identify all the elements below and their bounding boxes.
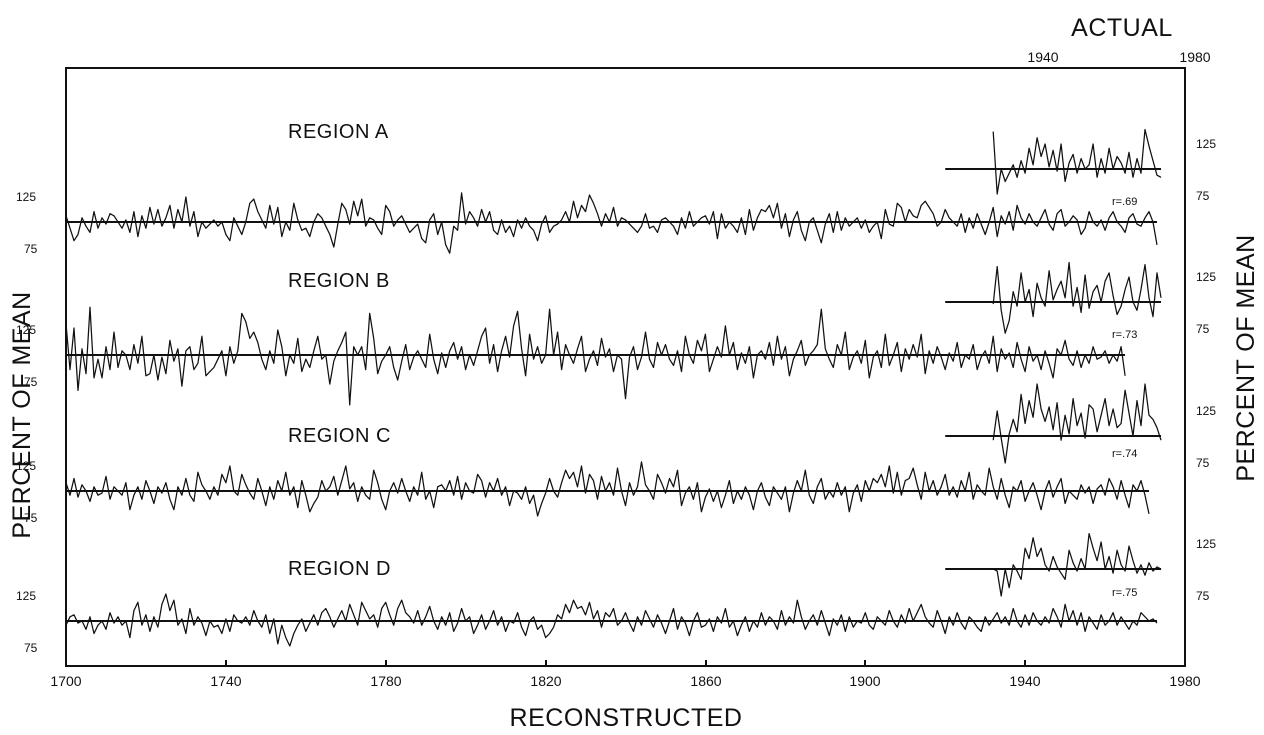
top-x-tick-label: 1980 [1179, 49, 1210, 65]
region-panel: REGION C 125 75 125 75 r=.74 [16, 383, 1216, 525]
x-tick: 1780 [370, 660, 402, 689]
right-y-tick-label: 125 [1196, 537, 1216, 551]
right-y-tick-label: 75 [1196, 189, 1210, 203]
x-axis-title: RECONSTRUCTED [510, 704, 743, 732]
right-y-tick-label: 125 [1196, 270, 1216, 284]
left-y-tick-label: 75 [24, 641, 38, 655]
correlation-label: r=.75 [1112, 587, 1137, 599]
left-y-tick-label: 75 [24, 375, 38, 389]
left-y-tick-label: 125 [16, 589, 36, 603]
regions-layer: REGION A 125 75 125 75 r=.69 REGION B 125 75 125 7… [16, 121, 1216, 655]
left-y-axis-title: PERCENT OF MEAN [8, 291, 36, 538]
right-y-axis-title: PERCENT OF MEAN [1232, 234, 1260, 481]
correlation-label: r=.73 [1112, 329, 1137, 341]
region-panel: REGION B 125 75 125 75 r=.73 [16, 261, 1216, 406]
region-panel: REGION A 125 75 125 75 r=.69 [16, 121, 1216, 256]
reconstructed-series-line [65, 593, 1158, 647]
reconstructed-series-line [65, 306, 1126, 406]
right-y-tick-label: 75 [1196, 322, 1210, 336]
region-panel: REGION D 125 75 125 75 r=.75 [16, 532, 1216, 655]
left-y-tick-label: 75 [24, 242, 38, 256]
left-y-tick-label: 75 [24, 511, 38, 525]
reconstructed-series-line [65, 461, 1150, 517]
left-y-tick-label: 125 [16, 190, 36, 204]
right-y-tick-label: 75 [1196, 589, 1210, 603]
x-tick-label: 1780 [370, 673, 401, 689]
x-tick-label: 1700 [50, 673, 81, 689]
x-tick-label: 1820 [530, 673, 561, 689]
right-y-tick-label: 125 [1196, 137, 1216, 151]
actual-series-line [992, 383, 1162, 464]
x-tick-label: 1900 [849, 673, 880, 689]
region-label: REGION B [288, 270, 390, 292]
left-y-tick-label: 125 [16, 323, 36, 337]
x-tick: 1940 [1009, 660, 1041, 689]
plot-frame [65, 67, 1186, 667]
left-y-tick-label: 125 [16, 459, 36, 473]
correlation-label: r=.69 [1112, 196, 1137, 208]
x-tick: 1700 [50, 660, 82, 689]
actual-series-line [992, 128, 1162, 195]
region-label: REGION D [288, 558, 391, 580]
actual-series-line [992, 261, 1162, 334]
x-tick-label: 1940 [1009, 673, 1040, 689]
right-y-tick-label: 125 [1196, 404, 1216, 418]
x-tick: 1900 [849, 660, 881, 689]
x-axis-ticks: 1700 1740 1780 1820 1860 1900 1940 1980 [50, 660, 1201, 689]
top-axis-title: ACTUAL [1071, 14, 1173, 42]
x-tick: 1820 [530, 660, 562, 689]
x-tick: 1740 [210, 660, 242, 689]
x-tick-label: 1980 [1169, 673, 1200, 689]
x-tick: 1860 [690, 660, 722, 689]
actual-series-line [992, 532, 1162, 597]
correlation-label: r=.74 [1112, 448, 1137, 460]
region-label: REGION A [288, 121, 389, 143]
top-x-tick-label: 1940 [1027, 49, 1058, 65]
region-label: REGION C [288, 425, 391, 447]
reconstructed-series-line [65, 192, 1158, 254]
x-tick-label: 1740 [210, 673, 241, 689]
x-tick: 1980 [1169, 660, 1201, 689]
right-y-tick-label: 75 [1196, 456, 1210, 470]
x-tick-label: 1860 [690, 673, 721, 689]
